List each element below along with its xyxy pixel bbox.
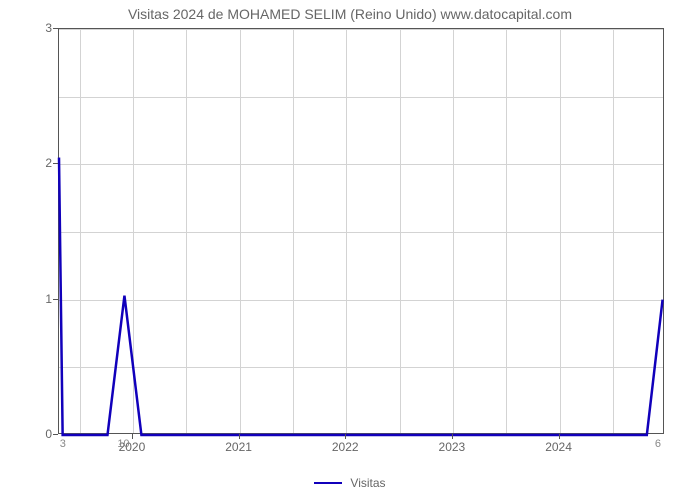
legend-item: Visitas xyxy=(314,476,385,490)
legend-swatch xyxy=(314,482,342,485)
legend: Visitas xyxy=(0,471,700,490)
chart-title: Visitas 2024 de MOHAMED SELIM (Reino Uni… xyxy=(0,6,700,22)
legend-label: Visitas xyxy=(350,476,385,490)
chart-container: Visitas 2024 de MOHAMED SELIM (Reino Uni… xyxy=(0,0,700,500)
line-series xyxy=(59,29,663,433)
plot-area xyxy=(58,28,664,434)
